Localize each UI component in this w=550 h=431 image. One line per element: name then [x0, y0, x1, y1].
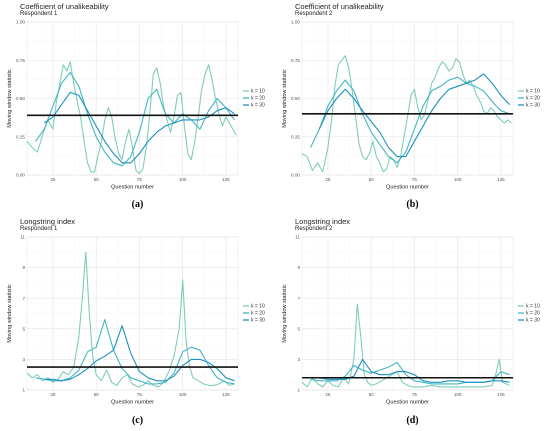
panel-caption: (c): [131, 415, 144, 426]
chart-svg: 0.00 0.25 0.50 0.75 1.00 25 50 75 100 125 Question…: [282, 20, 540, 191]
y-tick-label: 0.50: [16, 96, 25, 101]
chart-subtitle: Respondent 2: [295, 226, 333, 232]
legend-label: k = 30: [526, 318, 540, 324]
panel-caption: (b): [406, 199, 419, 210]
y-axis-label: Moving window statistic: [282, 69, 288, 128]
x-axis-label: Question number: [111, 185, 154, 191]
legend-label: k = 30: [251, 318, 265, 324]
series-line: [310, 76, 510, 164]
x-tick-label: 125: [222, 392, 230, 397]
legend-label: k = 20: [251, 96, 265, 102]
series-line: [26, 251, 235, 388]
chart-panel-a: Coefficient of unalikeability Respondent…: [0, 0, 275, 215]
y-tick-label: 0.75: [16, 58, 25, 63]
y-tick-label: 5: [22, 326, 25, 331]
chart-title: Coefficient of unalikeability: [295, 2, 384, 11]
x-tick-label: 100: [454, 177, 462, 182]
legend-label: k = 10: [251, 304, 265, 310]
chart-svg: 0.00 0.25 0.50 0.75 1.00 25 50 75 100 125 Question…: [7, 20, 265, 191]
y-tick-label: 1.00: [291, 20, 300, 25]
series-line: [35, 319, 235, 385]
x-tick-label: 50: [369, 177, 375, 182]
chart-subtitle: Respondent 2: [295, 11, 333, 17]
legend-label: k = 30: [526, 103, 540, 109]
y-tick-label: 3: [22, 357, 25, 362]
chart-subtitle: Respondent 1: [20, 11, 58, 17]
y-tick-label: 11: [295, 235, 300, 240]
x-axis-label: Question number: [386, 400, 429, 406]
x-tick-label: 125: [497, 392, 505, 397]
x-axis-label: Question number: [386, 185, 429, 191]
y-tick-label: 7: [297, 296, 300, 301]
chart-subtitle: Respondent 1: [20, 226, 58, 232]
chart-svg: 1 3 5 7 9 11 25 50 75 100 125 Question number Moving…: [7, 235, 265, 406]
y-tick-label: 0.00: [16, 173, 25, 178]
chart-panel-b: Coefficient of unalikeability Respondent…: [275, 0, 550, 215]
y-tick-label: 0.25: [291, 134, 300, 139]
x-tick-label: 50: [94, 177, 100, 182]
legend-label: k = 10: [526, 304, 540, 310]
chart-title: Longstring index: [295, 217, 351, 226]
x-tick-label: 75: [412, 177, 418, 182]
x-tick-label: 25: [50, 177, 56, 182]
y-tick-label: 11: [20, 235, 25, 240]
x-tick-label: 125: [497, 177, 505, 182]
series-line: [26, 61, 237, 175]
series-line: [43, 91, 235, 164]
y-tick-label: 1: [297, 388, 300, 393]
y-axis-label: Moving window statistic: [7, 69, 13, 128]
chart-title: Longstring index: [20, 217, 76, 226]
x-tick-label: 25: [325, 392, 331, 397]
x-tick-label: 75: [412, 392, 418, 397]
x-tick-label: 125: [222, 177, 230, 182]
y-tick-label: 0.25: [16, 134, 25, 139]
panel-caption: (a): [131, 199, 144, 210]
panel-caption: (d): [406, 415, 419, 426]
series-line: [44, 325, 235, 382]
x-tick-label: 25: [50, 392, 56, 397]
y-tick-label: 1.00: [16, 20, 25, 25]
x-tick-label: 100: [454, 392, 462, 397]
chart-panel-d: Longstring index Respondent 2 1 3 5 7 9 11 25 5…: [275, 215, 550, 431]
y-tick-label: 3: [297, 357, 300, 362]
chart-title: Coefficient of unalikeability: [20, 2, 109, 11]
series-line: [301, 303, 510, 388]
legend-label: k = 10: [251, 89, 265, 95]
x-tick-label: 100: [179, 392, 187, 397]
y-axis-label: Moving window statistic: [7, 284, 13, 343]
series-line: [35, 71, 235, 167]
series-line: [301, 55, 512, 173]
x-tick-label: 75: [137, 392, 143, 397]
x-axis-label: Question number: [111, 400, 154, 406]
legend-label: k = 10: [526, 89, 540, 95]
legend-label: k = 20: [526, 96, 540, 102]
y-tick-label: 7: [22, 296, 25, 301]
x-tick-label: 50: [369, 392, 375, 397]
y-tick-label: 1: [22, 388, 25, 393]
legend-label: k = 30: [251, 103, 265, 109]
chart-svg: 1 3 5 7 9 11 25 50 75 100 125 Question number Moving…: [282, 235, 540, 406]
y-axis-label: Moving window statistic: [282, 284, 288, 343]
x-tick-label: 100: [179, 177, 187, 182]
x-tick-label: 25: [325, 177, 331, 182]
y-tick-label: 0.00: [291, 173, 300, 178]
legend-label: k = 20: [526, 311, 540, 317]
y-tick-label: 0.50: [291, 96, 300, 101]
x-tick-label: 75: [137, 177, 143, 182]
series-line: [318, 73, 510, 158]
y-tick-label: 9: [297, 265, 300, 270]
y-tick-label: 5: [297, 326, 300, 331]
legend-label: k = 20: [251, 311, 265, 317]
y-tick-label: 9: [22, 265, 25, 270]
x-tick-label: 50: [94, 392, 100, 397]
chart-panel-c: Longstring index Respondent 1 1 3 5 7 9 11 25 5…: [0, 215, 275, 431]
y-tick-label: 0.75: [291, 58, 300, 63]
